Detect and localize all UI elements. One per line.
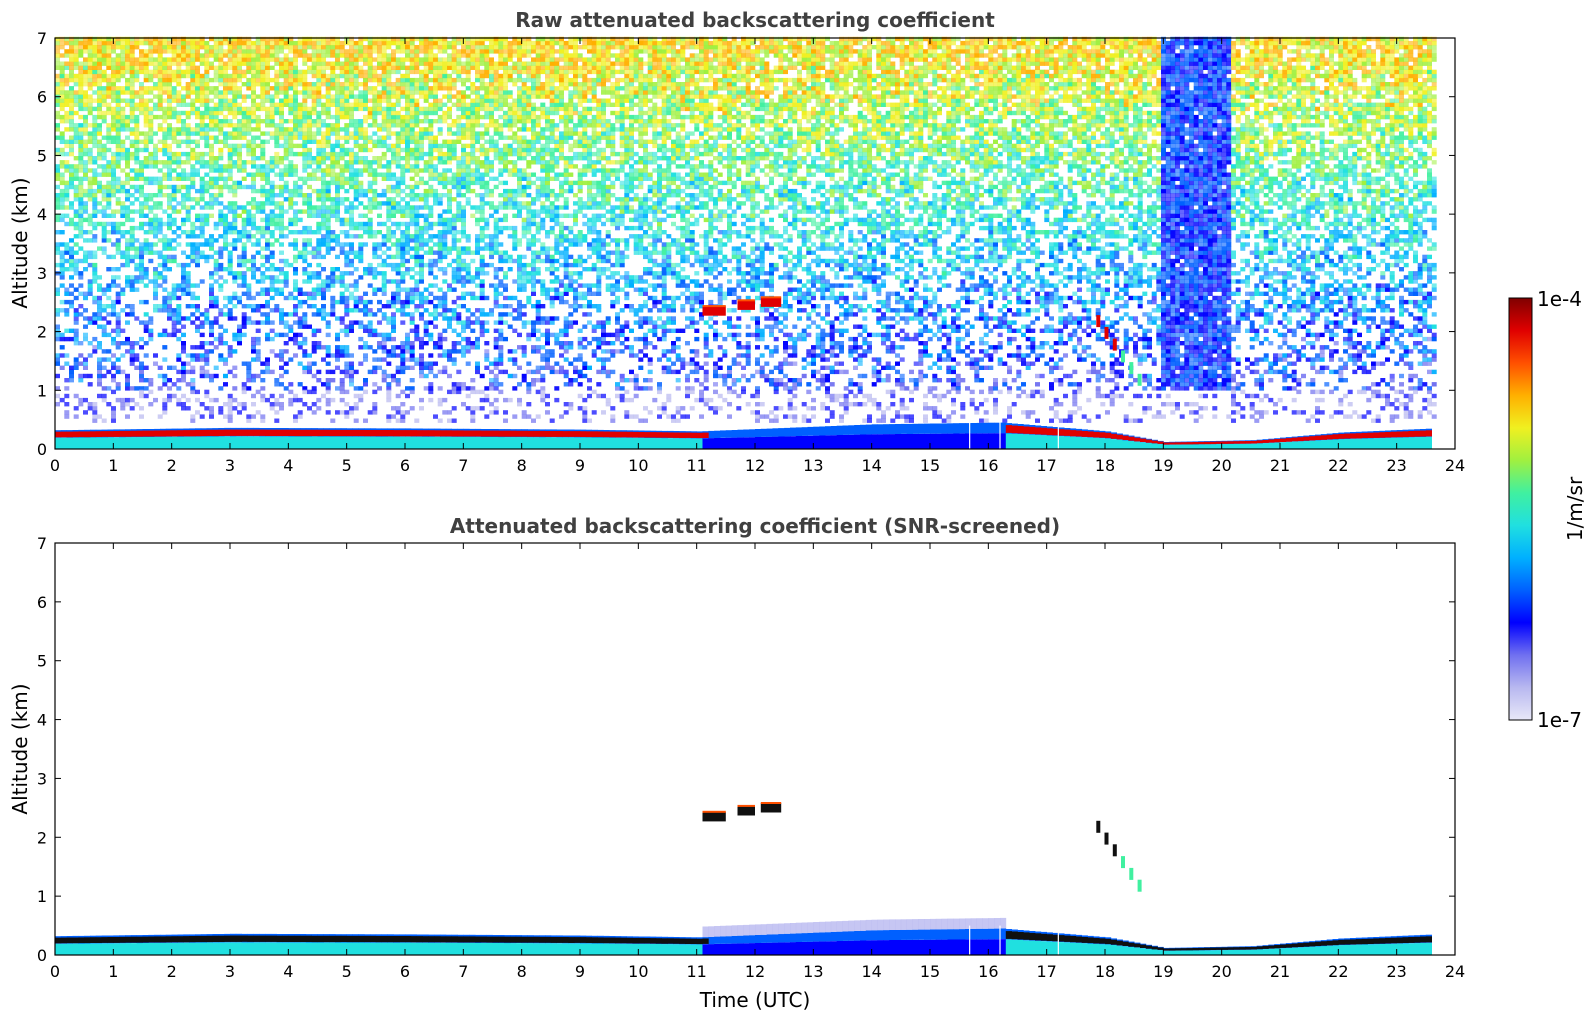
colorbar-max-label: 1e-4: [1537, 287, 1582, 311]
x-tick-label: 2: [167, 456, 177, 475]
x-tick-label: 6: [400, 456, 410, 475]
x-tick-label: 11: [686, 456, 706, 475]
x-tick-label: 18: [1095, 962, 1115, 981]
x-tick-label: 10: [628, 456, 648, 475]
x-tick-label: 22: [1328, 962, 1348, 981]
y-tick-label: 5: [37, 146, 47, 165]
x-tick-label: 5: [342, 456, 352, 475]
x-tick-label: 23: [1386, 962, 1406, 981]
x-tick-label: 0: [50, 962, 60, 981]
x-tick-label: 12: [745, 962, 765, 981]
x-tick-label: 21: [1270, 456, 1290, 475]
x-tick-label: 16: [978, 456, 998, 475]
colorbar-min-label: 1e-7: [1537, 708, 1582, 732]
x-tick-label: 1: [108, 456, 118, 475]
panel-screened-frame: [54, 542, 1456, 956]
x-tick-label: 6: [400, 962, 410, 981]
x-tick-label: 20: [1211, 962, 1231, 981]
x-tick-label: 17: [1036, 456, 1056, 475]
x-tick-label: 14: [861, 962, 881, 981]
x-tick-label: 0: [50, 456, 60, 475]
y-tick-label: 7: [37, 534, 47, 553]
panel-screened-y-ticks: 0 1 2 3 4 5 6 7: [37, 534, 1455, 965]
x-tick-label: 10: [628, 962, 648, 981]
panel-raw-title: Raw attenuated backscattering coefficien…: [515, 8, 995, 32]
x-tick-label: 2: [167, 962, 177, 981]
panel-screened: Attenuated backscattering coefficient (S…: [8, 514, 1465, 1012]
x-tick-label: 21: [1270, 962, 1290, 981]
panel-screened-x-ticks: 0 1 2 3 4 5 6 7 8 9 10 11 12 13 14 15 16 17 18 19 20 21 22 23 24: [50, 543, 1465, 981]
x-tick-label: 8: [517, 456, 527, 475]
x-tick-label: 15: [920, 962, 940, 981]
y-tick-label: 0: [37, 440, 47, 459]
x-tick-label: 13: [803, 962, 823, 981]
x-tick-label: 16: [978, 962, 998, 981]
y-tick-label: 4: [37, 711, 47, 730]
x-tick-label: 24: [1445, 456, 1465, 475]
x-tick-label: 20: [1211, 456, 1231, 475]
panel-raw-x-ticks: 0 1 2 3 4 5 6 7 8 9 10 11 12 13 14 15 16 17 18 19 20 21 22 23 24: [50, 38, 1465, 475]
x-tick-label: 1: [108, 962, 118, 981]
panel-raw-heatmap: [55, 36, 1437, 449]
panel-raw-y-label: Altitude (km): [8, 177, 32, 308]
x-tick-label: 7: [458, 456, 468, 475]
y-tick-label: 2: [37, 323, 47, 342]
y-tick-label: 0: [37, 946, 47, 965]
panel-screened-features: [55, 802, 1432, 955]
x-tick-label: 18: [1095, 456, 1115, 475]
panel-raw: Raw attenuated backscattering coefficien…: [8, 8, 1465, 475]
panel-raw-y-ticks: 0 1 2 3 4 5 6 7: [37, 29, 1455, 459]
x-tick-label: 15: [920, 456, 940, 475]
x-tick-label: 22: [1328, 456, 1348, 475]
panel-raw-features: [55, 296, 1432, 449]
x-tick-label: 24: [1445, 962, 1465, 981]
y-tick-label: 1: [37, 381, 47, 400]
y-tick-label: 7: [37, 29, 47, 48]
y-tick-label: 2: [37, 828, 47, 847]
y-tick-label: 6: [37, 593, 47, 612]
x-tick-label: 12: [745, 456, 765, 475]
y-tick-label: 3: [37, 769, 47, 788]
y-tick-label: 4: [37, 205, 47, 224]
panel-screened-heatmap: [55, 917, 1432, 955]
y-tick-label: 3: [37, 264, 47, 283]
x-tick-label: 11: [686, 962, 706, 981]
colorbar-bar: [1508, 297, 1533, 721]
colorbar-unit-label: 1/m/sr: [1563, 476, 1587, 541]
x-tick-label: 3: [225, 962, 235, 981]
x-tick-label: 4: [283, 962, 293, 981]
y-tick-label: 5: [37, 652, 47, 671]
x-tick-label: 4: [283, 456, 293, 475]
x-tick-label: 3: [225, 456, 235, 475]
panel-screened-y-label: Altitude (km): [8, 683, 32, 814]
x-tick-label: 9: [575, 456, 585, 475]
y-tick-label: 1: [37, 887, 47, 906]
x-tick-label: 23: [1386, 456, 1406, 475]
colorbar: 1e-4 1e-7 1/m/sr: [1508, 287, 1587, 732]
x-axis-label: Time (UTC): [699, 988, 811, 1012]
x-tick-label: 5: [342, 962, 352, 981]
x-tick-label: 14: [861, 456, 881, 475]
panel-screened-title: Attenuated backscattering coefficient (S…: [450, 514, 1060, 538]
x-tick-label: 7: [458, 962, 468, 981]
y-tick-label: 6: [37, 88, 47, 107]
x-tick-label: 19: [1153, 456, 1173, 475]
x-tick-label: 13: [803, 456, 823, 475]
x-tick-label: 19: [1153, 962, 1173, 981]
x-tick-label: 9: [575, 962, 585, 981]
x-tick-label: 17: [1036, 962, 1056, 981]
x-tick-label: 8: [517, 962, 527, 981]
